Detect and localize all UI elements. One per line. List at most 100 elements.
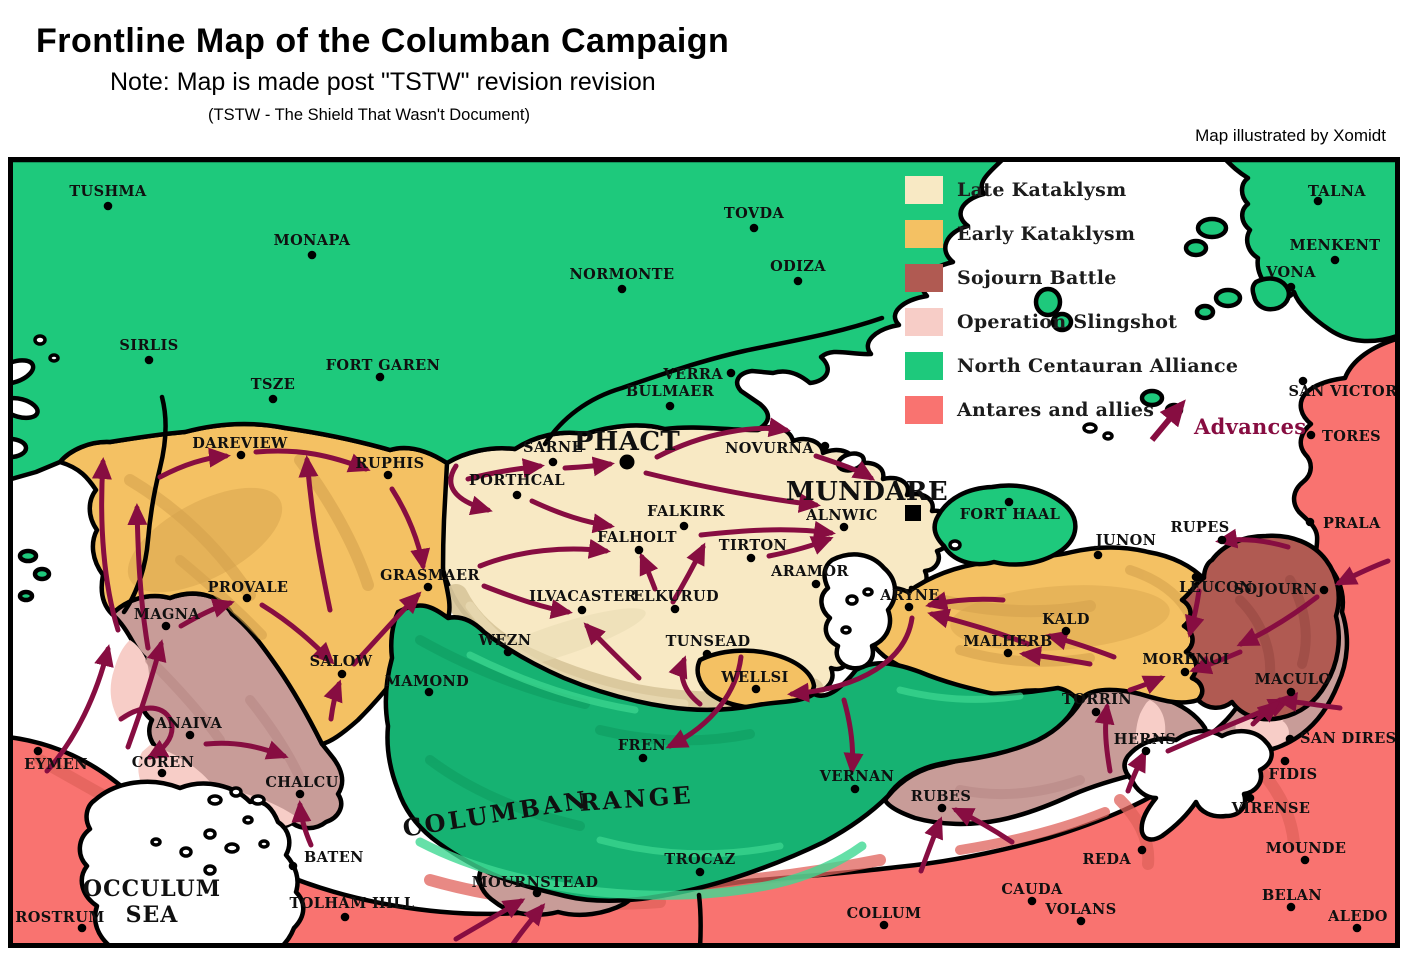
advance-arrow: [203, 740, 289, 760]
city-marker-rupes: [1217, 535, 1227, 545]
city-label-sirlis: SIRLIS: [119, 337, 178, 354]
city-marker-cauda: [1027, 896, 1037, 906]
advances-label: Advances: [1194, 414, 1307, 439]
city-label-porthcal: PORTHCAL: [469, 472, 565, 489]
legend-swatch: [905, 264, 943, 292]
city-label-vernan: VERNAN: [819, 768, 895, 785]
city-label-aryne: ARYNE: [879, 587, 940, 604]
city-marker-eymen: [33, 746, 43, 756]
city-label-junon: JUNON: [1094, 532, 1157, 549]
city-marker-wellsi: [751, 684, 761, 694]
city-marker-falholt: [634, 545, 644, 555]
advance-arrow: [125, 639, 167, 750]
advance-arrow: [583, 622, 642, 681]
city-marker-mundare: [905, 505, 921, 521]
city-label-alnwic: ALNWIC: [805, 507, 878, 524]
advance-arrow: [1250, 700, 1280, 727]
city-marker-san-dires: [1285, 734, 1295, 744]
city-label-ilvacaster: ILVACASTER: [529, 588, 637, 605]
advance-arrow: [1125, 749, 1147, 794]
city-marker-sojourn: [1319, 585, 1329, 595]
region-nca-island-talna: [1223, 157, 1400, 344]
city-label-coren: COREN: [132, 754, 195, 771]
city-label-tunsead: TUNSEAD: [666, 633, 751, 650]
mauve-texture: [145, 655, 1085, 800]
sea-label: SEA: [126, 902, 179, 928]
advance-arrow: [927, 608, 1031, 647]
city-marker-odiza: [793, 276, 803, 286]
border-south-vertical: [696, 892, 703, 948]
advance-arrow: [665, 654, 744, 749]
occulum-islets: [150, 786, 270, 876]
map-legend: Late Kataklysm Early Kataklysm Sojourn Bat…: [905, 176, 1238, 440]
bay-islets: [840, 422, 1114, 635]
legend-entry: Antares and allies: [905, 396, 1238, 424]
city-label-tolham-hill: TOLHAM HILL: [290, 895, 415, 912]
advance-arrow: [465, 458, 545, 482]
region-nca-islet-vona: [1250, 276, 1291, 312]
advance-arrow: [448, 463, 493, 516]
city-marker-porthcal: [512, 490, 522, 500]
city-marker-salow: [337, 669, 347, 679]
city-marker-collum: [879, 920, 889, 930]
city-label-fren: FREN: [618, 737, 666, 754]
advance-arrow: [698, 520, 836, 541]
city-marker-rostrum: [77, 923, 87, 933]
legend-swatch: [905, 176, 943, 204]
city-marker-coren: [157, 768, 167, 778]
advance-arrows: [44, 417, 1391, 948]
city-label-phact: PHACT: [574, 427, 681, 457]
advance-arrow: [1094, 702, 1115, 774]
city-label-magna: MAGNA: [134, 606, 201, 623]
city-label-anaiva: ANAIVA: [155, 715, 223, 732]
city-label-baten: BATEN: [304, 849, 364, 866]
city-label-prala: PRALA: [1323, 515, 1381, 532]
advance-arrow: [654, 417, 791, 460]
advance-arrow: [1127, 675, 1166, 695]
legend-entry: North Centauran Alliance: [905, 352, 1238, 380]
city-marker-mournstead: [532, 888, 542, 898]
advance-arrow: [178, 598, 235, 629]
city-marker-tores: [1306, 430, 1316, 440]
city-marker-falkirk: [679, 521, 689, 531]
city-label-fort-garen: FORT GAREN: [326, 357, 441, 374]
city-marker-menkent: [1330, 255, 1340, 265]
city-marker-fidis: [1280, 756, 1290, 766]
advance-arrow: [323, 679, 343, 722]
map-canvas: TUSHMA MONAPA SIRLIS TSZE FORT GAREN NORMONTE…: [8, 157, 1400, 948]
advance-arrow: [670, 542, 706, 605]
city-marker-tolham-hill: [340, 912, 350, 922]
advance-arrow: [766, 536, 834, 559]
advance-arrow: [668, 655, 703, 707]
city-label-bulmaer: BULMAER: [626, 383, 715, 400]
city-label-sojourn: SOJOURN: [1234, 581, 1317, 598]
city-marker-torrin: [1091, 707, 1101, 717]
city-marker-belan: [1286, 902, 1296, 912]
city-label-monapa: MONAPA: [274, 232, 351, 249]
city-marker-sarne: [548, 457, 558, 467]
city-label-belan: BELAN: [1262, 887, 1322, 904]
city-label-wellsi: WELLSI: [720, 669, 788, 686]
advance-arrow: [787, 615, 915, 703]
city-marker-volans: [1076, 916, 1086, 926]
city-label-malherb: MALHERB: [963, 633, 1052, 650]
city-label-rubes: RUBES: [911, 788, 971, 805]
city-marker-junon: [1093, 550, 1103, 560]
advance-arrow: [918, 816, 943, 874]
city-marker-wezn: [503, 647, 513, 657]
city-marker-san-victor: [1298, 376, 1308, 386]
city-marker-bulmaer: [665, 401, 675, 411]
city-label-aramor: ARAMOR: [770, 563, 849, 580]
city-marker-virense: [1245, 793, 1255, 803]
city-marker-chalcu: [295, 789, 305, 799]
advance-arrow: [298, 455, 333, 613]
city-marker-tunsead: [702, 649, 712, 659]
advances-key: Advances: [1142, 390, 1362, 450]
city-label-tores: TORES: [1322, 428, 1381, 445]
city-label-normonte: NORMONTE: [570, 266, 675, 283]
city-label-maculo: MACULO: [1255, 671, 1332, 688]
reda-lake: [1122, 728, 1274, 842]
city-marker-anaiva: [185, 730, 195, 740]
city-label-sarne: SARNE: [523, 439, 583, 456]
